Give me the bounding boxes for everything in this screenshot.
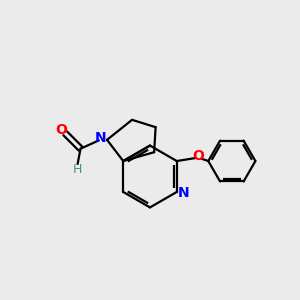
Text: N: N [95,131,106,146]
Text: O: O [192,149,204,163]
Text: H: H [73,164,82,176]
Text: O: O [55,123,67,137]
Text: N: N [177,186,189,200]
